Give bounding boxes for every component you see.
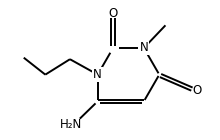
Text: O: O [108,7,118,20]
Text: N: N [139,41,148,54]
Text: H₂N: H₂N [60,118,83,131]
Text: O: O [192,84,202,96]
Text: N: N [93,68,102,81]
